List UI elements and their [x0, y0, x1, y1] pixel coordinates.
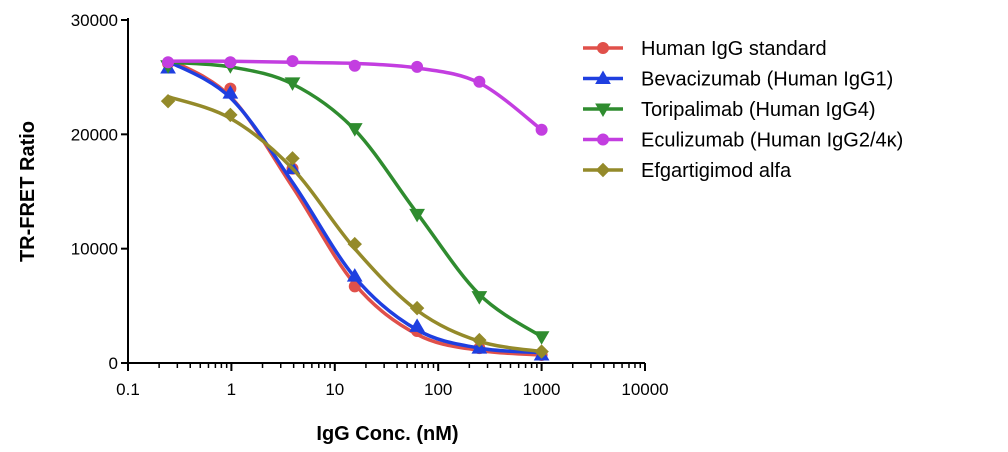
data-point [409, 208, 425, 223]
y-tick-label: 0 [109, 354, 118, 373]
series-0 [162, 57, 548, 361]
x-axis-title: IgG Conc. (nM) [316, 423, 458, 445]
data-point [473, 75, 486, 88]
y-tick-label: 30000 [71, 11, 118, 30]
data-point [160, 93, 176, 109]
data-point [162, 56, 175, 69]
legend-label: Human IgG standard [641, 38, 827, 60]
legend-entry: Human IgG standard [583, 38, 827, 60]
legend-label: Bevacizumab (Human IgG1) [641, 69, 893, 91]
series-line [166, 57, 544, 357]
legend-entry: Efgartigimod alfa [583, 160, 792, 182]
data-point [348, 59, 361, 72]
data-point [535, 123, 548, 136]
legend-label: Toripalimab (Human IgG4) [641, 99, 876, 121]
data-point [223, 107, 238, 123]
data-point [346, 123, 363, 137]
series-4 [160, 93, 549, 359]
y-tick-label: 10000 [71, 240, 118, 259]
series-line [166, 59, 544, 355]
data-point [222, 85, 239, 99]
x-tick-label: 1000 [523, 380, 561, 399]
legend-swatch-marker [597, 133, 609, 146]
series-1 [160, 59, 550, 361]
data-point [533, 331, 550, 345]
x-tick-label: 10 [325, 380, 344, 399]
data-point [286, 55, 299, 68]
legend-swatch-marker [595, 162, 611, 178]
legend-swatch-marker [595, 70, 611, 84]
data-point [409, 300, 425, 316]
legend: Human IgG standard Bevacizumab (Human IgG… [583, 38, 903, 182]
data-point [284, 77, 301, 91]
data-point [411, 60, 424, 73]
legend-entry: Bevacizumab (Human IgG1) [583, 69, 893, 91]
data-point [472, 332, 487, 348]
legend-entry: Toripalimab (Human IgG4) [583, 99, 876, 121]
x-tick-label: 100 [424, 380, 452, 399]
x-tick-label: 10000 [621, 380, 668, 399]
data-point [347, 236, 362, 252]
data-point [471, 291, 488, 305]
data-point [346, 268, 363, 282]
legend-swatch-marker [597, 42, 609, 54]
plot-area [160, 55, 550, 361]
x-tick-label: 0.1 [116, 380, 140, 399]
legend-swatch-marker [595, 103, 611, 117]
y-tick-label: 20000 [71, 125, 118, 144]
data-point [285, 151, 300, 166]
series-2 [160, 60, 550, 345]
data-point [534, 344, 549, 359]
legend-label: Eculizumab (Human IgG2/4κ) [641, 130, 903, 152]
y-axis-title: TR-FRET Ratio [17, 121, 39, 262]
legend-entry: Eculizumab (Human IgG2/4κ) [583, 130, 903, 152]
data-point [409, 318, 425, 332]
series-line [166, 60, 544, 339]
data-point [224, 56, 237, 69]
axes: 0 10000 20000 30000 0.1 1 10 100 1000 10000 IgG Co… [17, 11, 669, 445]
series-3 [162, 55, 548, 136]
x-tick-label: 1 [227, 380, 236, 399]
legend-label: Efgartigimod alfa [641, 160, 792, 182]
